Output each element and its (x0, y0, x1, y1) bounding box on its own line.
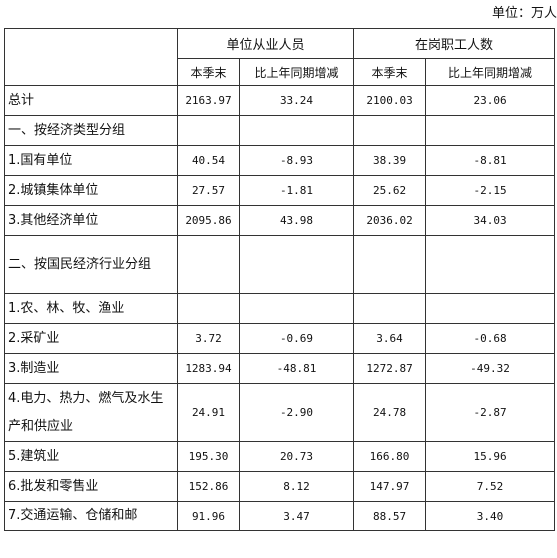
row-label: 3.制造业 (4, 353, 178, 384)
table-row: 2.采矿业 3.72 -0.69 3.64 -0.68 (4, 323, 556, 354)
header-group-employed: 单位从业人员 (176, 28, 355, 59)
row-label: 3.其他经济单位 (4, 205, 178, 236)
row-label: 1.国有单位 (4, 145, 178, 176)
cell-value: 2036.02 (353, 205, 427, 236)
cell-value: 147.97 (353, 471, 427, 502)
cell-value (353, 293, 427, 324)
row-label: 一、按经济类型分组 (4, 115, 178, 146)
cell-value (238, 115, 355, 146)
cell-value: 40.54 (177, 145, 240, 176)
cell-value: 23.06 (425, 85, 556, 116)
cell-value: 20.73 (238, 441, 355, 472)
row-label: 7.交通运输、仓储和邮 (4, 501, 178, 531)
cell-value: 7.52 (425, 471, 556, 502)
cell-value: -2.87 (425, 383, 556, 442)
cell-value (425, 115, 556, 146)
cell-value: 152.86 (177, 471, 240, 502)
cell-value (177, 115, 240, 146)
cell-value: 24.91 (177, 383, 240, 442)
header-sub-current: 本季末 (177, 58, 240, 86)
cell-value (177, 235, 240, 294)
header-sub-change: 比上年同期增减 (238, 58, 355, 86)
cell-value: 2100.03 (353, 85, 427, 116)
row-label: 1.农、林、牧、渔业 (4, 293, 178, 324)
cell-value: 2163.97 (177, 85, 240, 116)
row-label: 总计 (4, 85, 178, 116)
header-sub-change: 比上年同期增减 (425, 58, 556, 86)
cell-value: -2.90 (238, 383, 355, 442)
cell-value: 1272.87 (353, 353, 427, 384)
row-label: 5.建筑业 (4, 441, 178, 472)
cell-value (238, 293, 355, 324)
cell-value: 3.72 (177, 323, 240, 354)
table-row: 3.其他经济单位 2095.86 43.98 2036.02 34.03 (4, 205, 556, 236)
cell-value (177, 293, 240, 324)
row-label: 二、按国民经济行业分组 (4, 235, 178, 294)
cell-value: -8.93 (238, 145, 355, 176)
cell-value: 1283.94 (177, 353, 240, 384)
table-row: 一、按经济类型分组 (4, 115, 556, 146)
cell-value: -0.68 (425, 323, 556, 354)
cell-value: 24.78 (353, 383, 427, 442)
cell-value: 3.64 (353, 323, 427, 354)
table-row: 1.农、林、牧、渔业 (4, 293, 556, 324)
table-row: 5.建筑业 195.30 20.73 166.80 15.96 (4, 441, 556, 472)
row-label: 4.电力、热力、燃气及水生产和供应业 (4, 383, 178, 442)
table-row: 4.电力、热力、燃气及水生产和供应业 24.91 -2.90 24.78 -2.… (4, 383, 556, 442)
cell-value: 3.40 (425, 501, 556, 531)
cell-value: -1.81 (238, 175, 355, 206)
cell-value: -0.69 (238, 323, 355, 354)
cell-value: 3.47 (238, 501, 355, 531)
cell-value: -8.81 (425, 145, 556, 176)
cell-value: 2095.86 (177, 205, 240, 236)
cell-value: 166.80 (353, 441, 427, 472)
cell-value: 34.03 (425, 205, 556, 236)
row-label: 6.批发和零售业 (4, 471, 178, 502)
cell-value (353, 115, 427, 146)
cell-value: 33.24 (238, 85, 355, 116)
header-group-onpost: 在岗职工人数 (353, 28, 556, 59)
cell-value (425, 235, 556, 294)
cell-value: 15.96 (425, 441, 556, 472)
cell-value (353, 235, 427, 294)
cell-value: 8.12 (238, 471, 355, 502)
row-label: 2.城镇集体单位 (4, 175, 178, 206)
cell-value: 25.62 (353, 175, 427, 206)
header-sub-current: 本季末 (353, 58, 427, 86)
cell-value (238, 235, 355, 294)
cell-value (425, 293, 556, 324)
table-row: 二、按国民经济行业分组 (4, 235, 556, 294)
cell-value: 38.39 (353, 145, 427, 176)
table-row: 1.国有单位 40.54 -8.93 38.39 -8.81 (4, 145, 556, 176)
header-sub-row: 本季末 比上年同期增减 本季末 比上年同期增减 (5, 58, 556, 86)
table-row: 3.制造业 1283.94 -48.81 1272.87 -49.32 (4, 353, 556, 384)
cell-value: -2.15 (425, 175, 556, 206)
cell-value: 91.96 (177, 501, 240, 531)
cell-value: 195.30 (177, 441, 240, 472)
unit-note: 单位：万人 (491, 6, 557, 21)
header-group-row: 单位从业人员 在岗职工人数 (4, 28, 556, 86)
header-corner-cell (4, 28, 178, 86)
table-row: 2.城镇集体单位 27.57 -1.81 25.62 -2.15 (4, 175, 556, 206)
table-row: 7.交通运输、仓储和邮 91.96 3.47 88.57 3.40 (4, 501, 556, 531)
cell-value: -49.32 (425, 353, 556, 384)
table-row: 总计 2163.97 33.24 2100.03 23.06 (4, 85, 556, 116)
cell-value: 43.98 (238, 205, 355, 236)
employment-table: 单位从业人员 在岗职工人数 本季末 比上年同期增减 本季末 比上年同期增减 总计… (4, 28, 556, 531)
cell-value: -48.81 (238, 353, 355, 384)
row-label: 2.采矿业 (4, 323, 178, 354)
table-row: 6.批发和零售业 152.86 8.12 147.97 7.52 (4, 471, 556, 502)
cell-value: 27.57 (177, 175, 240, 206)
cell-value: 88.57 (353, 501, 427, 531)
